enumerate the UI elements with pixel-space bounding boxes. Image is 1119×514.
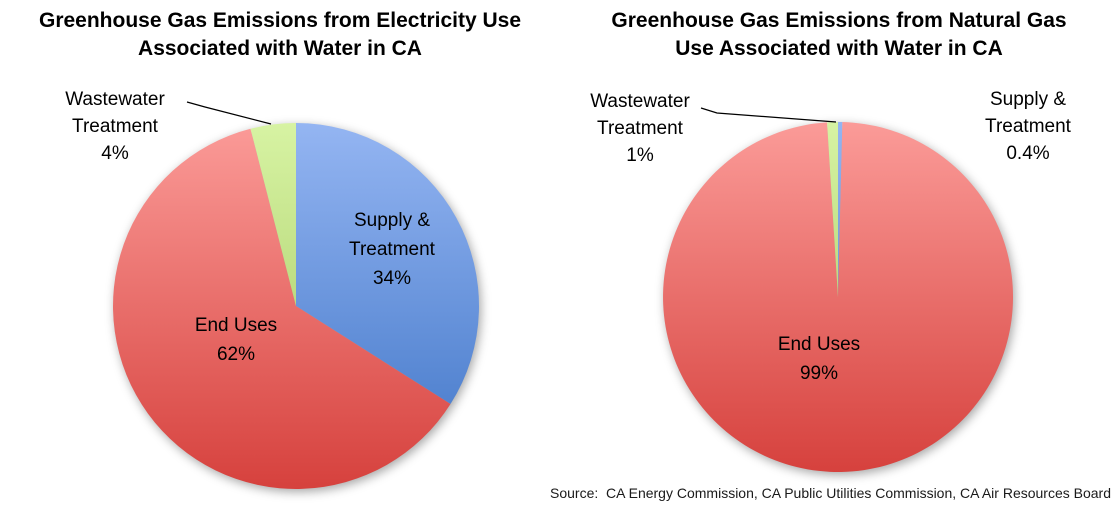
callout-leader-line-0 xyxy=(186,101,272,125)
pie-svg-0 xyxy=(112,101,480,490)
pie-slice-1-0 xyxy=(838,121,843,297)
chart-title-electricity: Greenhouse Gas Emissions from Electricit… xyxy=(0,7,560,63)
callout-leader-line-1 xyxy=(700,107,837,123)
chart-title-line2: Use Associated with Water in CA xyxy=(675,37,1003,60)
chart-title-natural-gas: Greenhouse Gas Emissions from Natural Ga… xyxy=(559,7,1119,63)
source-note: Source: CA Energy Commission, CA Public … xyxy=(550,485,1111,501)
chart-title-line2: Associated with Water in CA xyxy=(138,37,422,60)
chart-natural-gas: Greenhouse Gas Emissions from Natural Ga… xyxy=(559,0,1119,514)
callout-label-wastewater: Wastewater Treatment 1% xyxy=(590,91,690,166)
pie-1 xyxy=(663,121,1014,472)
pie-slice-1-1 xyxy=(663,122,1014,472)
slice-label-end-uses: End Uses 99% xyxy=(777,334,861,384)
chart-title-line1: Greenhouse Gas Emissions from Natural Ga… xyxy=(611,9,1067,32)
callout-label-wastewater: Wastewater Treatment 4% xyxy=(65,89,165,164)
pie-slice-0-0 xyxy=(296,123,480,405)
chart-electricity: Greenhouse Gas Emissions from Electricit… xyxy=(0,7,560,490)
outside-label-supply-treatment: Supply & Treatment 0.4% xyxy=(985,89,1071,164)
slice-label-end-uses: End Uses 62% xyxy=(194,315,278,365)
pie-0 xyxy=(112,123,480,490)
pie-slice-0-1 xyxy=(112,128,451,490)
pie-svg-1 xyxy=(663,107,1014,472)
pie-slice-0-2 xyxy=(250,123,296,306)
chart-title-line1: Greenhouse Gas Emissions from Electricit… xyxy=(38,9,521,32)
pie-slice-1-2 xyxy=(827,122,838,297)
slice-label-supply-treatment: Supply & Treatment 34% xyxy=(349,210,435,289)
